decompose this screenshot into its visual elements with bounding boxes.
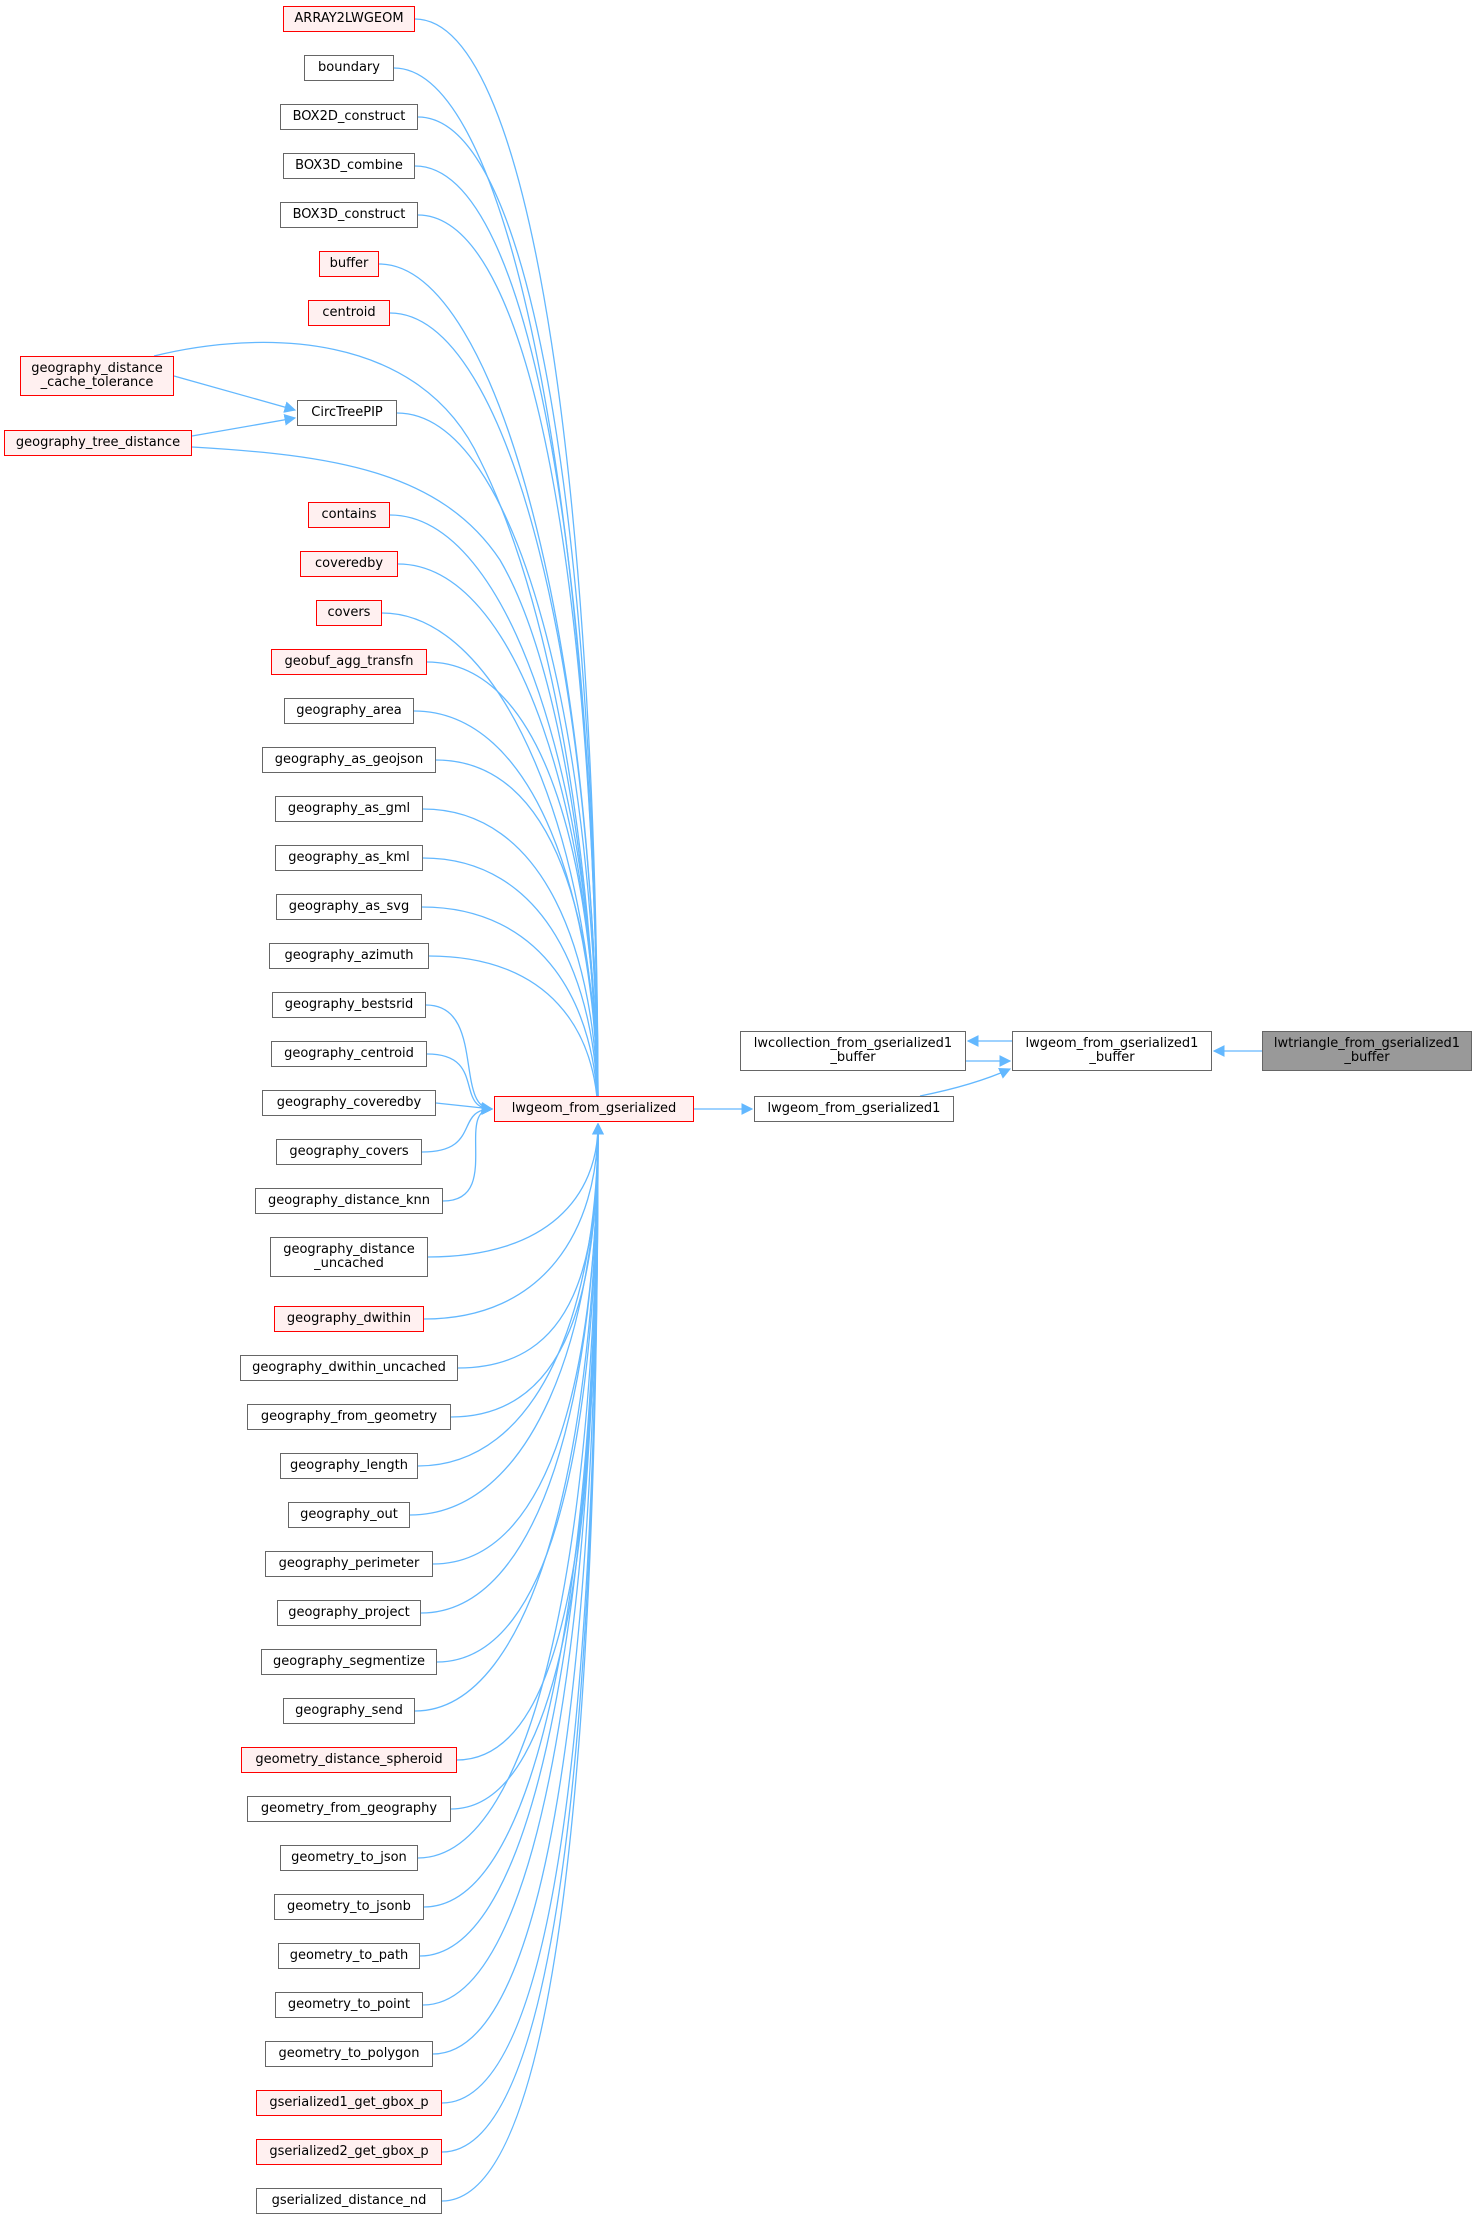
graph-node-centroid[interactable]: centroid: [308, 300, 390, 326]
graph-node-geography-bestsrid[interactable]: geography_bestsrid: [272, 992, 426, 1018]
graph-node-geography-dwithin[interactable]: geography_dwithin: [274, 1306, 424, 1332]
graph-node-geography-azimuth[interactable]: geography_azimuth: [269, 943, 429, 969]
graph-node-geometry-to-jsonb[interactable]: geometry_to_jsonb: [274, 1894, 424, 1920]
edge-caller-n41: [456, 1122, 604, 1761]
graph-node-buffer[interactable]: buffer: [319, 251, 379, 277]
edge-cache-tolerance-to-lwgeom: [153, 341, 604, 1122]
graph-node-geography-covers[interactable]: geography_covers: [276, 1139, 422, 1165]
graph-node-geometry-to-path[interactable]: geometry_to_path: [278, 1943, 420, 1969]
graph-node-lwgeom-from-gserialized[interactable]: lwgeom_from_gserialized: [494, 1096, 694, 1122]
edge-caller-n17: [397, 563, 604, 1122]
graph-node-geometry-to-point[interactable]: geometry_to_point: [275, 1992, 423, 2018]
edge-caller-n43: [417, 1122, 604, 1859]
edge-caller-n47: [432, 1122, 604, 2055]
edge-caller-n42: [450, 1122, 604, 1810]
edge-caller-n32: [423, 1122, 604, 1320]
edge-caller-n46: [422, 1122, 604, 2006]
graph-node-geography-tree-distance[interactable]: geography_tree_distance: [4, 430, 192, 456]
graph-node-gserialized1-get-gbox-p[interactable]: gserialized1_get_gbox_p: [256, 2090, 442, 2116]
edge-caller-n25: [428, 955, 604, 1122]
graph-node-geography-distance-knn[interactable]: geography_distance_knn: [255, 1188, 443, 1214]
edge-caller-n30: [442, 1103, 494, 1202]
edge-caller-n20: [413, 710, 604, 1122]
graph-node-box3d-construct[interactable]: BOX3D_construct: [280, 202, 418, 228]
graph-node-box2d-construct[interactable]: BOX2D_construct: [280, 104, 418, 130]
graph-node-boundary[interactable]: boundary: [304, 55, 394, 81]
graph-node-lwtriangle-from-gserialized1-buffer: lwtriangle_from_gserialized1 _buffer: [1262, 1031, 1472, 1071]
graph-node-geography-as-gml[interactable]: geography_as_gml: [275, 796, 423, 822]
graph-node-geography-as-geojson[interactable]: geography_as_geojson: [262, 747, 436, 773]
edge-caller-n34: [450, 1122, 604, 1418]
graph-node-geography-perimeter[interactable]: geography_perimeter: [265, 1551, 433, 1577]
edge-caller-n22: [422, 808, 604, 1122]
graph-node-lwcollection-from-gserialized1-buffer[interactable]: lwcollection_from_gserialized1 _buffer: [740, 1031, 966, 1071]
edge-caller-n12: [389, 312, 604, 1122]
graph-node-geography-area[interactable]: geography_area: [284, 698, 414, 724]
edge-caller-n6: [414, 18, 604, 1122]
edge-gserialized1-to-lwgeom-buffer: [919, 1067, 1012, 1097]
graph-node-geography-project[interactable]: geography_project: [277, 1600, 421, 1626]
edge-caller-n49: [441, 1122, 604, 2153]
graph-node-geography-coveredby[interactable]: geography_coveredby: [262, 1090, 436, 1116]
graph-node-geography-send[interactable]: geography_send: [283, 1698, 415, 1724]
graph-node-lwgeom-from-gserialized1-buffer[interactable]: lwgeom_from_gserialized1 _buffer: [1012, 1031, 1212, 1071]
graph-node-gserialized2-get-gbox-p[interactable]: gserialized2_get_gbox_p: [256, 2139, 442, 2165]
graph-node-circtreepip[interactable]: CircTreePIP: [297, 400, 397, 426]
edge-caller-n33: [457, 1122, 604, 1369]
edge-caller-n27: [426, 1053, 494, 1115]
graph-node-geometry-distance-spheroid[interactable]: geometry_distance_spheroid: [241, 1747, 457, 1773]
edge-caller-n24: [421, 906, 604, 1122]
edge-caller-n37: [432, 1122, 604, 1565]
edge-caller-n50: [441, 1122, 604, 2202]
graph-node-box3d-combine[interactable]: BOX3D_combine: [283, 153, 415, 179]
graph-node-geography-from-geometry[interactable]: geography_from_geometry: [247, 1404, 451, 1430]
graph-node-geography-centroid[interactable]: geography_centroid: [271, 1041, 427, 1067]
graph-node-contains[interactable]: contains: [308, 502, 390, 528]
graph-node-geobuf-agg-transfn[interactable]: geobuf_agg_transfn: [271, 649, 427, 675]
edge-caller-n23: [422, 857, 604, 1122]
graph-node-geography-dwithin-uncached[interactable]: geography_dwithin_uncached: [240, 1355, 458, 1381]
edge-caller-n40: [414, 1122, 604, 1712]
graph-node-geometry-to-polygon[interactable]: geometry_to_polygon: [265, 2041, 433, 2067]
graph-node-covers[interactable]: covers: [316, 600, 382, 626]
graph-node-geography-as-svg[interactable]: geography_as_svg: [276, 894, 422, 920]
graph-node-geometry-from-geography[interactable]: geometry_from_geography: [247, 1796, 451, 1822]
graph-node-geography-distance-cache-tolerance[interactable]: geography_distance _cache_tolerance: [20, 356, 174, 396]
graph-node-geography-out[interactable]: geography_out: [288, 1502, 410, 1528]
graph-node-geography-length[interactable]: geography_length: [280, 1453, 418, 1479]
edge-caller-n19: [426, 661, 604, 1122]
edge-caller-n13: [396, 412, 604, 1122]
graph-node-geography-as-kml[interactable]: geography_as_kml: [275, 845, 423, 871]
edge-caller-n38: [420, 1122, 604, 1614]
edge-caller-n10: [417, 214, 604, 1122]
graph-node-coveredby[interactable]: coveredby: [300, 551, 398, 577]
graph-node-gserialized-distance-nd[interactable]: gserialized_distance_nd: [256, 2188, 442, 2214]
edge-cache-tolerance-to-circtreepip: [173, 375, 297, 413]
graph-node-geography-segmentize[interactable]: geography_segmentize: [261, 1649, 437, 1675]
edge-tree-distance-to-circtreepip: [191, 414, 297, 437]
graph-node-array2lwgeom[interactable]: ARRAY2LWGEOM: [283, 6, 415, 32]
edge-caller-n36: [409, 1122, 604, 1516]
graph-node-geometry-to-json[interactable]: geometry_to_json: [280, 1845, 418, 1871]
edge-tree-distance-to-lwgeom: [191, 446, 604, 1122]
graph-node-lwgeom-from-gserialized1[interactable]: lwgeom_from_gserialized1: [754, 1096, 954, 1122]
edge-caller-n31: [427, 1122, 604, 1258]
graph-node-geography-distance-uncached[interactable]: geography_distance _uncached: [270, 1237, 428, 1277]
